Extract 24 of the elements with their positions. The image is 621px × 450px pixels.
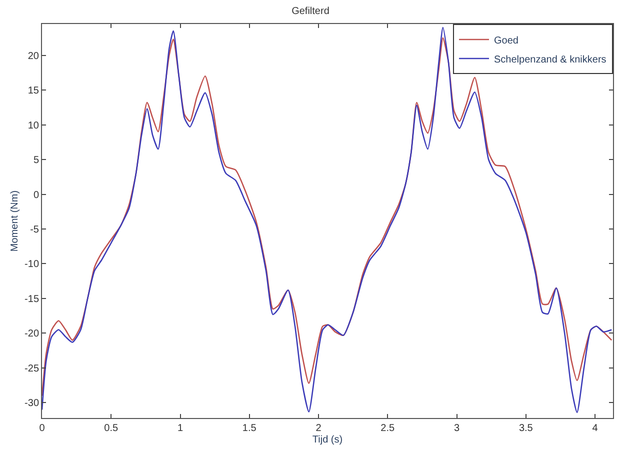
- x-tick-label: 2.5: [380, 423, 396, 434]
- y-tick-label: -25: [24, 363, 40, 374]
- y-tick-label: -15: [24, 294, 40, 305]
- y-axis-title: Moment (Nm): [10, 190, 21, 252]
- x-tick-label: 4: [592, 423, 598, 434]
- y-tick-label: 10: [28, 120, 40, 132]
- x-tick-label: 2: [316, 423, 322, 434]
- y-tick-label: -10: [24, 259, 40, 270]
- y-tick-label: 5: [33, 155, 40, 166]
- x-tick-label: 3.5: [518, 423, 534, 434]
- x-tick-label: 1: [177, 423, 184, 434]
- y-tick-label: -30: [24, 398, 40, 410]
- x-axis-title: Tijd (s): [312, 434, 343, 446]
- chart-title: Gefilterd: [292, 6, 330, 17]
- y-tick-label: 20: [28, 50, 40, 62]
- y-tick-label: 0: [33, 190, 40, 201]
- x-tick-label: 3: [454, 423, 460, 434]
- legend-label: Schelpenzand & knikkers: [494, 54, 606, 66]
- x-tick-label: 0.5: [104, 423, 119, 434]
- x-tick-label: 1.5: [242, 423, 257, 434]
- y-tick-label: -5: [30, 224, 40, 236]
- y-tick-label: 15: [28, 86, 40, 97]
- legend-label: Goed: [494, 35, 518, 46]
- y-tick-label: -20: [24, 328, 40, 340]
